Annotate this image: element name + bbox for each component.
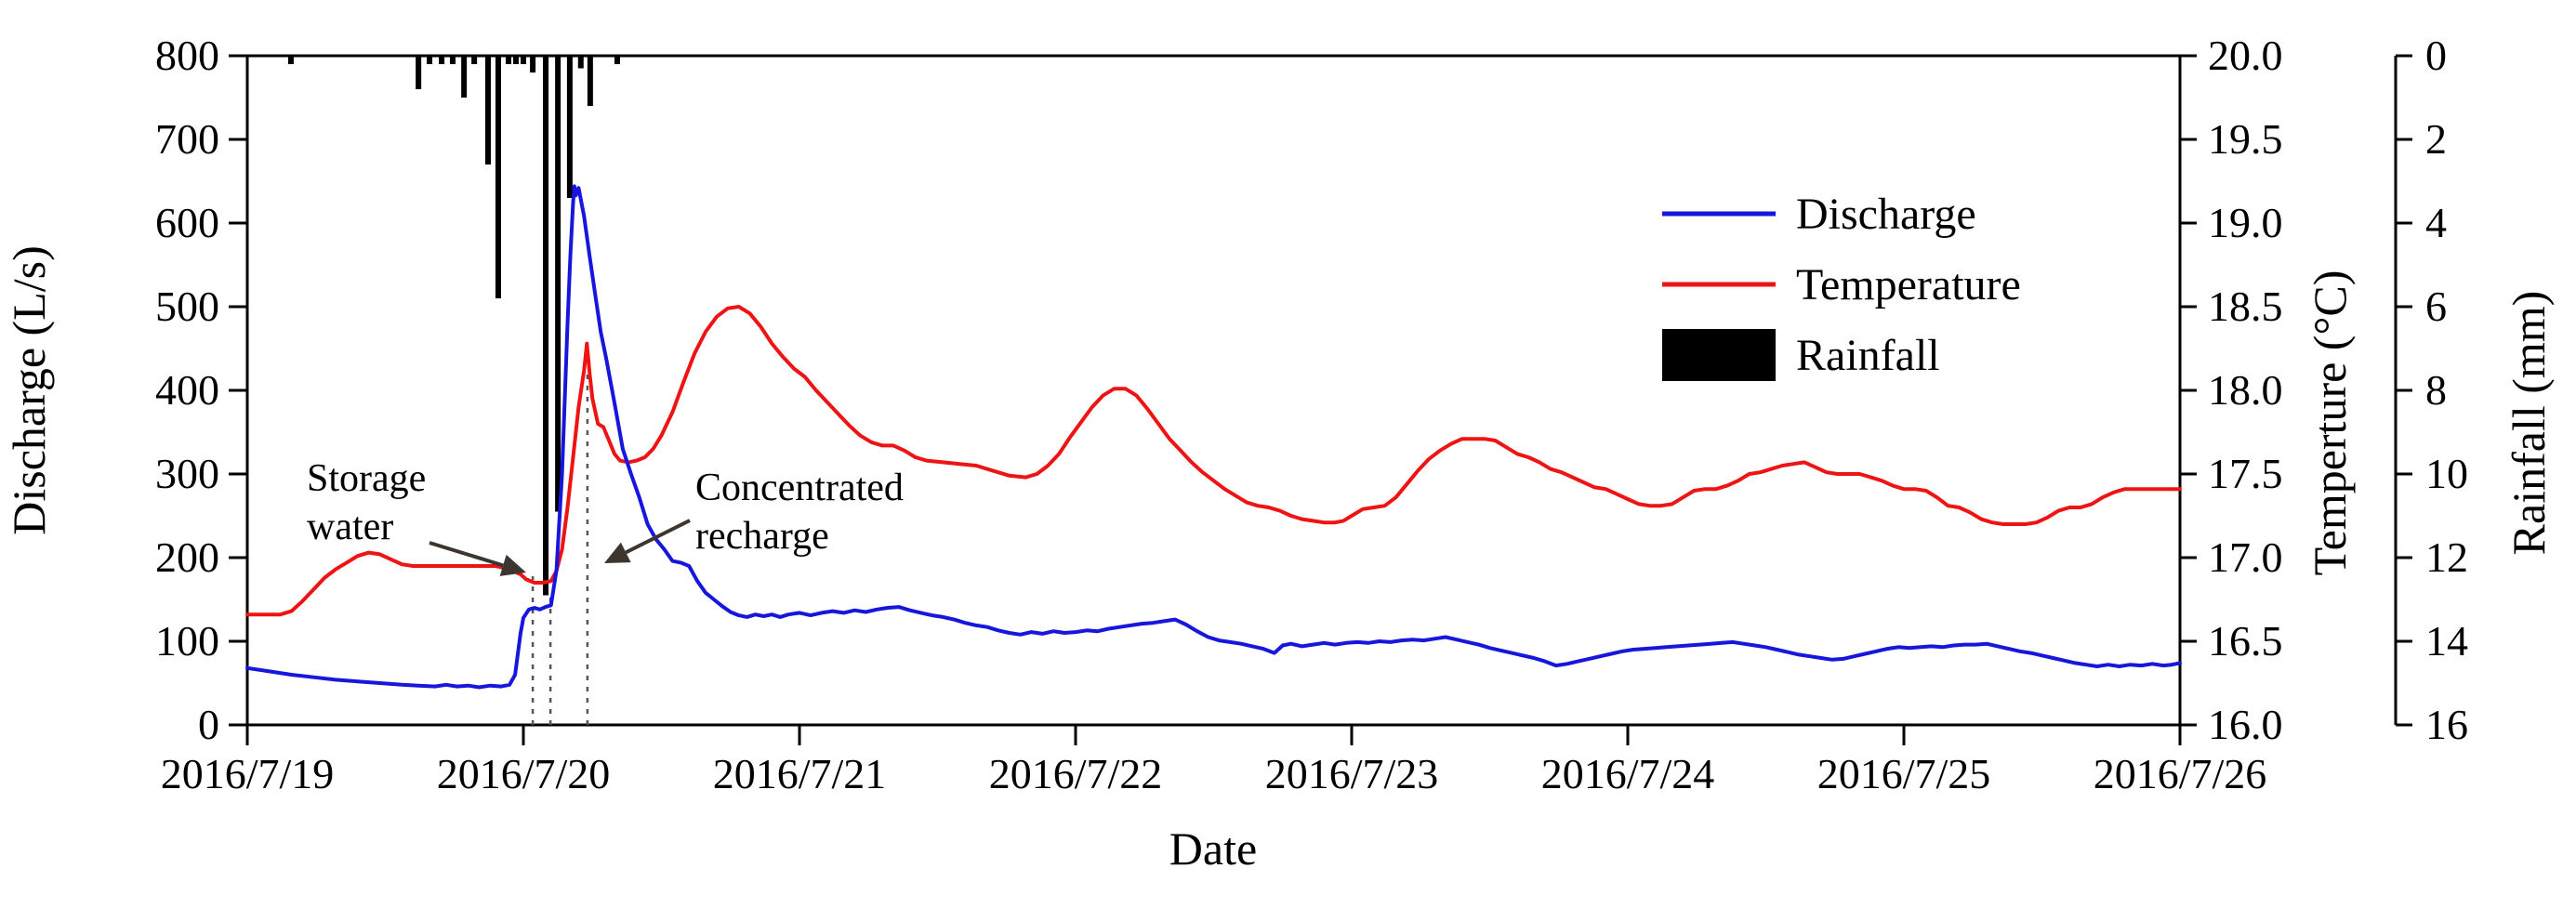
rainfall-bar: [439, 56, 445, 64]
discharge-tick-label: 600: [155, 199, 219, 246]
rainfall-bar: [484, 56, 491, 164]
discharge-tick-label: 400: [155, 366, 219, 414]
discharge-axis-title: Discharge (L/s): [3, 245, 55, 534]
x-tick-label: 2016/7/20: [437, 750, 611, 797]
annotation-arrow-line: [625, 519, 691, 555]
rainfall-bar: [416, 56, 422, 89]
discharge-tick-label: 800: [155, 32, 219, 79]
rainfall-legend-swatch: [1662, 329, 1776, 381]
discharge-line: [245, 184, 2182, 690]
temperature-tick-label: 17.0: [2208, 533, 2283, 581]
temperature-line: [245, 305, 2182, 617]
dotted-guides: [531, 370, 589, 725]
discharge-tick-label: 0: [198, 701, 219, 748]
rainfall-bar: [587, 56, 593, 106]
rainfall-bar: [287, 56, 294, 64]
rainfall-axis-title: Rainfall (mm): [2503, 291, 2555, 556]
legend-label: Rainfall: [1796, 331, 1940, 380]
rainfall-tick-label: 16: [2425, 701, 2468, 748]
annotations: Storage water Concentrated recharge: [307, 457, 904, 576]
rainfall-tick-label: 14: [2425, 617, 2468, 665]
rainfall-tick-label: 6: [2425, 283, 2447, 330]
x-axis-title: Date: [1169, 822, 1257, 875]
annotation-arrowhead: [499, 554, 526, 576]
x-tick-label: 2016/7/21: [713, 750, 887, 797]
discharge-axis: 0 100 200 300 400 500 600 700 800 Discharge (L/s): [3, 32, 247, 748]
temperature-tick-label: 17.5: [2208, 450, 2283, 497]
discharge-tick-label: 500: [155, 283, 219, 330]
legend-item-discharge: Discharge: [1662, 190, 1976, 239]
rainfall-bar: [495, 56, 501, 298]
legend-label: Discharge: [1796, 190, 1976, 239]
legend-item-temperature: Temperature: [1662, 260, 2021, 309]
rainfall-bar: [543, 56, 549, 596]
annotation-arrowhead: [604, 542, 631, 563]
temperature-tick-label: 19.0: [2208, 199, 2283, 246]
rainfall-tick-label: 12: [2425, 533, 2468, 581]
concentrated-recharge-label: Concentrated recharge: [695, 467, 904, 558]
annotation-arrow-line: [429, 541, 504, 568]
rainfall-bar: [471, 56, 478, 64]
rainfall-bar: [461, 56, 468, 98]
x-axis: 2016/7/19 2016/7/20 2016/7/21 2016/7/22 2016…: [161, 725, 2267, 875]
rainfall-tick-label: 4: [2425, 199, 2447, 246]
temperature-tick-label: 16.5: [2208, 617, 2283, 665]
rainfall-bar: [512, 56, 519, 64]
rainfall-bar: [505, 56, 511, 64]
x-tick-label: 2016/7/23: [1265, 750, 1439, 797]
discharge-tick-label: 700: [155, 115, 219, 163]
x-tick-label: 2016/7/26: [2094, 750, 2267, 797]
temperature-tick-label: 16.0: [2208, 701, 2283, 748]
x-tick-label: 2016/7/24: [1541, 750, 1715, 797]
rainfall-tick-label: 2: [2425, 115, 2447, 163]
rainfall-tick-label: 0: [2425, 32, 2447, 79]
x-tick-label: 2016/7/25: [1817, 750, 1991, 797]
temperature-tick-label: 18.0: [2208, 366, 2283, 414]
rainfall-bar: [614, 56, 620, 64]
rainfall-bar: [449, 56, 456, 64]
temperature-tick-label: 19.5: [2208, 115, 2283, 163]
rainfall-bar: [427, 56, 433, 64]
rainfall-bars: [287, 56, 620, 596]
legend: Discharge Temperature Rainfall: [1662, 190, 2021, 381]
rainfall-bar: [577, 56, 584, 69]
x-tick-label: 2016/7/19: [161, 750, 335, 797]
rainfall-bar: [566, 56, 573, 198]
storage-water-label: Storage water: [307, 457, 426, 548]
temperature-tick-label: 18.5: [2208, 283, 2283, 330]
temperature-axis: 16.0 16.5 17.0 17.5 18.0 18.5 19.0 19.5 20.0 Temp…: [2180, 32, 2356, 748]
rainfall-axis: 0 2 4 6 8 10 12 14 16 Rainfall (mm): [2394, 32, 2555, 748]
rainfall-bar: [530, 56, 536, 72]
temperature-axis-title: Temperture (°C): [2304, 270, 2356, 576]
x-tick-label: 2016/7/22: [989, 750, 1163, 797]
discharge-tick-label: 300: [155, 450, 219, 497]
legend-item-rainfall: Rainfall: [1662, 329, 1940, 381]
discharge-tick-label: 100: [155, 617, 219, 665]
rainfall-bar: [555, 56, 561, 512]
legend-label: Temperature: [1796, 260, 2021, 309]
rainfall-bar: [521, 56, 526, 64]
rainfall-tick-label: 10: [2425, 450, 2468, 497]
rainfall-tick-label: 8: [2425, 366, 2447, 414]
discharge-tick-label: 200: [155, 533, 219, 581]
temperature-tick-label: 20.0: [2208, 32, 2283, 79]
